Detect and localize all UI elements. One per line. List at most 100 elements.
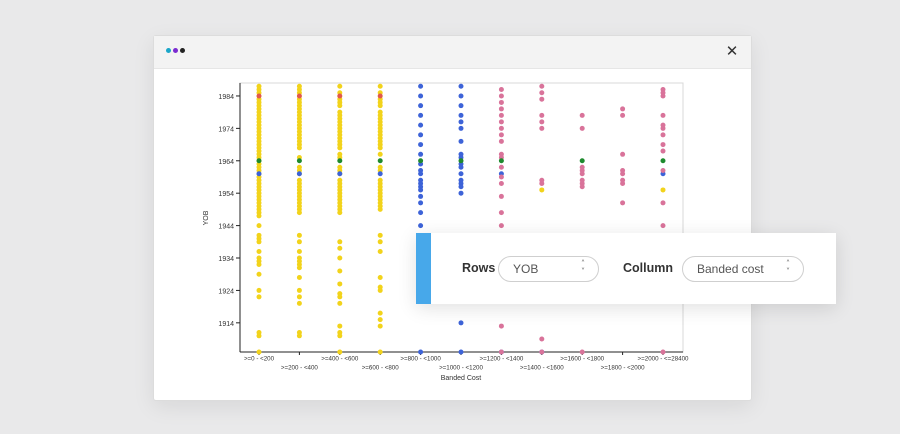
data-point-blue — [418, 112, 424, 118]
data-point-blue — [418, 93, 424, 99]
rows-select-value: YOB — [513, 262, 539, 276]
data-point-pink — [498, 112, 504, 118]
data-point-pink — [498, 349, 504, 355]
data-point-green — [660, 158, 666, 164]
x-tick-label: >=2000 - <=28400 — [638, 356, 689, 363]
y-tick-label: 1974 — [218, 126, 234, 133]
data-point-green — [296, 158, 302, 164]
data-point-blue — [418, 210, 424, 216]
data-point-pink — [660, 200, 666, 206]
data-point-blue — [418, 151, 424, 157]
data-point-yellow — [256, 223, 262, 229]
y-tick-label: 1934 — [218, 256, 234, 263]
data-point-pink — [660, 112, 666, 118]
data-point-blue — [458, 184, 464, 190]
data-point-pink — [498, 323, 504, 329]
x-axis-label: Banded Cost — [441, 375, 482, 382]
data-point-yellow — [377, 249, 383, 255]
data-point-pink — [620, 112, 626, 118]
rows-select[interactable]: YOB ˄ ˅ — [498, 256, 599, 282]
data-point-pink — [539, 112, 545, 118]
x-tick-label: >=400 - <600 — [321, 356, 359, 363]
data-point-green — [337, 158, 343, 164]
window-dot-dark-icon[interactable] — [180, 48, 185, 53]
data-point-pink — [620, 171, 626, 177]
data-point-pink — [498, 193, 504, 199]
data-point-yellow — [337, 210, 343, 216]
data-point-pink — [660, 125, 666, 131]
data-point-blue — [418, 187, 424, 193]
window-dot-purple-icon[interactable] — [173, 48, 178, 53]
window-dot-teal-icon[interactable] — [166, 48, 171, 53]
data-point-pink — [498, 86, 504, 92]
data-point-green — [458, 158, 464, 164]
data-point-yellow — [256, 239, 262, 245]
data-point-pink — [539, 90, 545, 96]
data-point-yellow — [377, 239, 383, 245]
data-point-pink — [579, 171, 585, 177]
data-point-yellow — [377, 103, 383, 109]
data-point-blue — [458, 112, 464, 118]
data-point-pink — [539, 125, 545, 131]
x-tick-label: >=1800 - <2000 — [601, 365, 645, 372]
data-point-pink — [620, 106, 626, 112]
data-point-pink — [660, 93, 666, 99]
app-window: ✕ — [153, 35, 752, 401]
data-point-yellow — [296, 287, 302, 293]
data-point-pink — [498, 223, 504, 229]
data-point-yellow — [337, 239, 343, 245]
close-icon[interactable]: ✕ — [725, 42, 739, 60]
data-point-red — [296, 93, 302, 99]
data-point-yellow — [296, 265, 302, 271]
data-point-blue — [458, 83, 464, 89]
data-point-yellow — [660, 187, 666, 193]
x-tick-label: >=200 - <400 — [281, 365, 319, 372]
data-point-pink — [498, 93, 504, 99]
data-point-red — [337, 93, 343, 99]
data-point-blue — [418, 349, 424, 355]
data-point-yellow — [337, 255, 343, 261]
data-point-blue — [418, 122, 424, 128]
x-tick-label: >=1200 - <1400 — [479, 356, 523, 363]
rows-label: Rows — [462, 261, 496, 275]
data-point-pink — [539, 180, 545, 186]
data-point-pink — [660, 142, 666, 148]
data-point-pink — [579, 112, 585, 118]
data-point-green — [418, 158, 424, 164]
data-point-yellow — [256, 249, 262, 255]
data-point-blue — [458, 349, 464, 355]
data-point-yellow — [296, 249, 302, 255]
data-point-yellow — [296, 294, 302, 300]
data-point-pink — [660, 148, 666, 154]
data-point-yellow — [539, 187, 545, 193]
data-point-pink — [539, 96, 545, 102]
data-point-pink — [498, 99, 504, 105]
controls-panel: Rows YOB ˄ ˅ Collumn Banded cost ˄ ˅ — [416, 233, 836, 304]
data-point-blue — [458, 171, 464, 177]
y-tick-label: 1964 — [218, 159, 234, 166]
data-point-yellow — [337, 83, 343, 89]
panel-accent-bar — [416, 233, 431, 304]
data-point-yellow — [337, 245, 343, 251]
y-tick-label: 1984 — [218, 94, 234, 101]
data-point-yellow — [337, 294, 343, 300]
data-point-yellow — [296, 333, 302, 339]
data-point-yellow — [256, 287, 262, 293]
data-point-yellow — [377, 145, 383, 151]
data-point-pink — [498, 174, 504, 180]
x-tick-label: >=1400 - <1600 — [520, 365, 564, 372]
data-point-yellow — [256, 294, 262, 300]
data-point-pink — [498, 210, 504, 216]
data-point-pink — [660, 168, 666, 174]
column-select[interactable]: Banded cost ˄ ˅ — [682, 256, 804, 282]
x-tick-label: >=800 - <1000 — [400, 356, 441, 363]
data-point-blue — [418, 171, 424, 177]
data-point-red — [377, 93, 383, 99]
data-point-yellow — [337, 349, 343, 355]
chevron-up-down-icon: ˄ ˅ — [581, 259, 585, 276]
data-point-blue — [458, 103, 464, 109]
data-point-blue — [418, 142, 424, 148]
data-point-yellow — [337, 281, 343, 287]
data-point-blue — [458, 164, 464, 170]
